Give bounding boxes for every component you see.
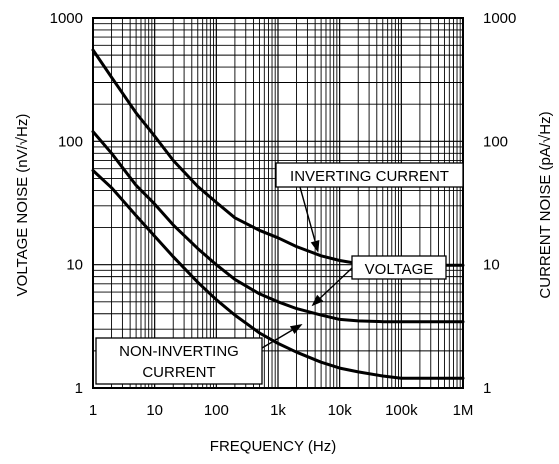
annotation-arrowhead [311,294,324,307]
y2-tick-label: 100 [483,133,508,150]
annotation-label: NON-INVERTING [119,343,239,360]
x-tick-label: 1k [270,402,286,419]
x-tick-label: 10 [146,402,163,419]
plot-frame [92,17,464,389]
x-tick-label: 100k [385,402,418,419]
y-tick-label: 10 [66,257,83,274]
y2-tick-label: 1 [483,380,491,397]
grid [93,18,463,388]
y2-tick-label: 1000 [483,10,516,27]
y2-axis-title: CURRENT NOISE (pA/√Hz) [537,111,554,298]
annotation-box [275,162,464,188]
y-tick-label: 1 [75,380,83,397]
x-tick-label: 100 [204,402,229,419]
annotation-arrow-line [299,186,316,242]
x-tick-label: 1 [89,402,97,419]
x-tick-label: 10k [328,402,353,419]
annotation-label: VOLTAGE [365,261,434,278]
x-tick-label: 1M [453,402,474,419]
annotation-box [95,337,263,385]
y2-tick-label: 10 [483,257,500,274]
annotation-box [351,255,447,280]
y2-axis-title-text: CURRENT NOISE (pA/√Hz) [537,111,554,298]
x-axis-title: FREQUENCY (Hz) [210,438,336,455]
annotation-label: INVERTING CURRENT [290,168,449,185]
y-axis-title-text: VOLTAGE NOISE (nV/√Hz) [14,114,31,297]
y-tick-label: 100 [58,133,83,150]
annotations: INVERTING CURRENT VOLTAGE NON-INVERTING CUR… [95,162,464,385]
tick-labels: 1 10 100 1k 10k 100k 1M 1 10 100 1000 1 10 100 1000 [50,10,517,419]
annotation-arrow-line [319,267,353,299]
annotation-arrow-line [261,329,293,349]
annotation-label: CURRENT [142,364,215,381]
series-line [91,130,465,324]
annotation-arrowhead [289,324,303,335]
y-tick-label: 1000 [50,10,83,27]
annotation-arrowhead [310,239,320,253]
y-axis-title: VOLTAGE NOISE (nV/√Hz) [14,114,31,297]
series-line [91,169,465,380]
